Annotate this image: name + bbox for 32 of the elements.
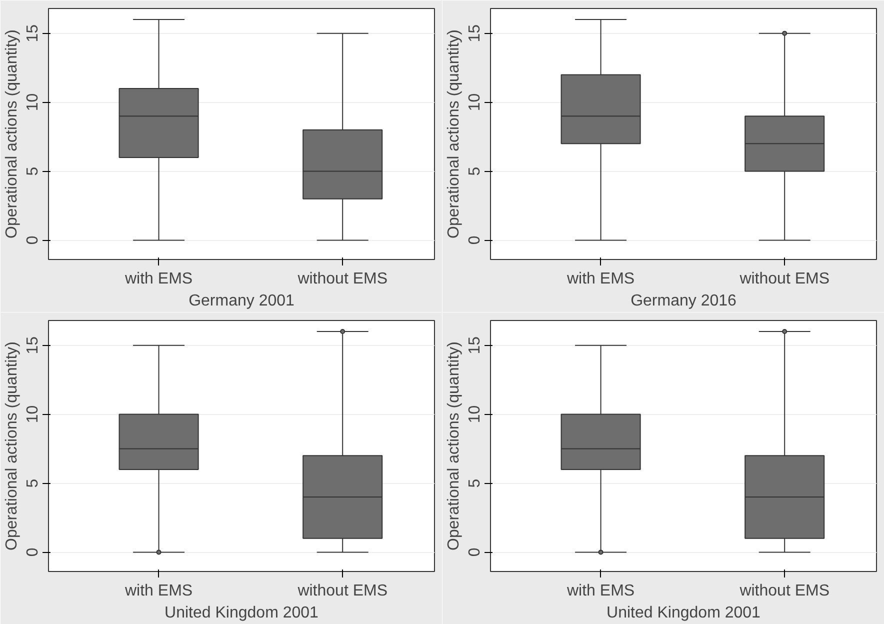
y-tick-label: 0: [466, 548, 484, 557]
y-tick-label: 15: [24, 336, 42, 354]
x-tick-label: without EMS: [296, 270, 388, 288]
y-axis-title: Operational actions (quantity): [4, 30, 20, 238]
y-tick-label: 15: [466, 336, 484, 354]
x-tick-label: without EMS: [738, 582, 830, 600]
y-tick-label: 10: [24, 405, 42, 424]
y-tick-label: 0: [24, 548, 42, 557]
x-axis-title: United Kingdom 2001: [164, 604, 319, 622]
x-tick-label: with EMS: [124, 270, 193, 288]
x-axis-title: United Kingdom 2001: [606, 604, 761, 622]
y-tick-label: 15: [466, 24, 484, 42]
y-tick-label: 0: [24, 236, 42, 245]
x-tick-label: with EMS: [566, 270, 635, 288]
y-tick-label: 5: [466, 478, 484, 488]
y-axis-title: Operational actions (quantity): [446, 342, 462, 550]
y-axis-title: Operational actions (quantity): [4, 342, 20, 550]
y-tick-label: 10: [466, 405, 484, 424]
x-axis-title: Germany 2001: [188, 292, 295, 310]
x-tick-label: without EMS: [738, 270, 830, 288]
x-axis-title: Germany 2016: [630, 292, 737, 310]
y-tick-label: 5: [24, 166, 42, 176]
x-tick-label: with EMS: [566, 582, 635, 600]
x-tick-label: without EMS: [296, 582, 388, 600]
y-tick-label: 10: [466, 93, 484, 112]
y-tick-label: 5: [466, 166, 484, 176]
y-tick-label: 15: [24, 24, 42, 42]
y-axis-title: Operational actions (quantity): [446, 30, 462, 238]
y-tick-label: 5: [24, 478, 42, 488]
x-tick-label: with EMS: [124, 582, 193, 600]
y-tick-label: 0: [466, 236, 484, 245]
y-tick-label: 10: [24, 93, 42, 112]
